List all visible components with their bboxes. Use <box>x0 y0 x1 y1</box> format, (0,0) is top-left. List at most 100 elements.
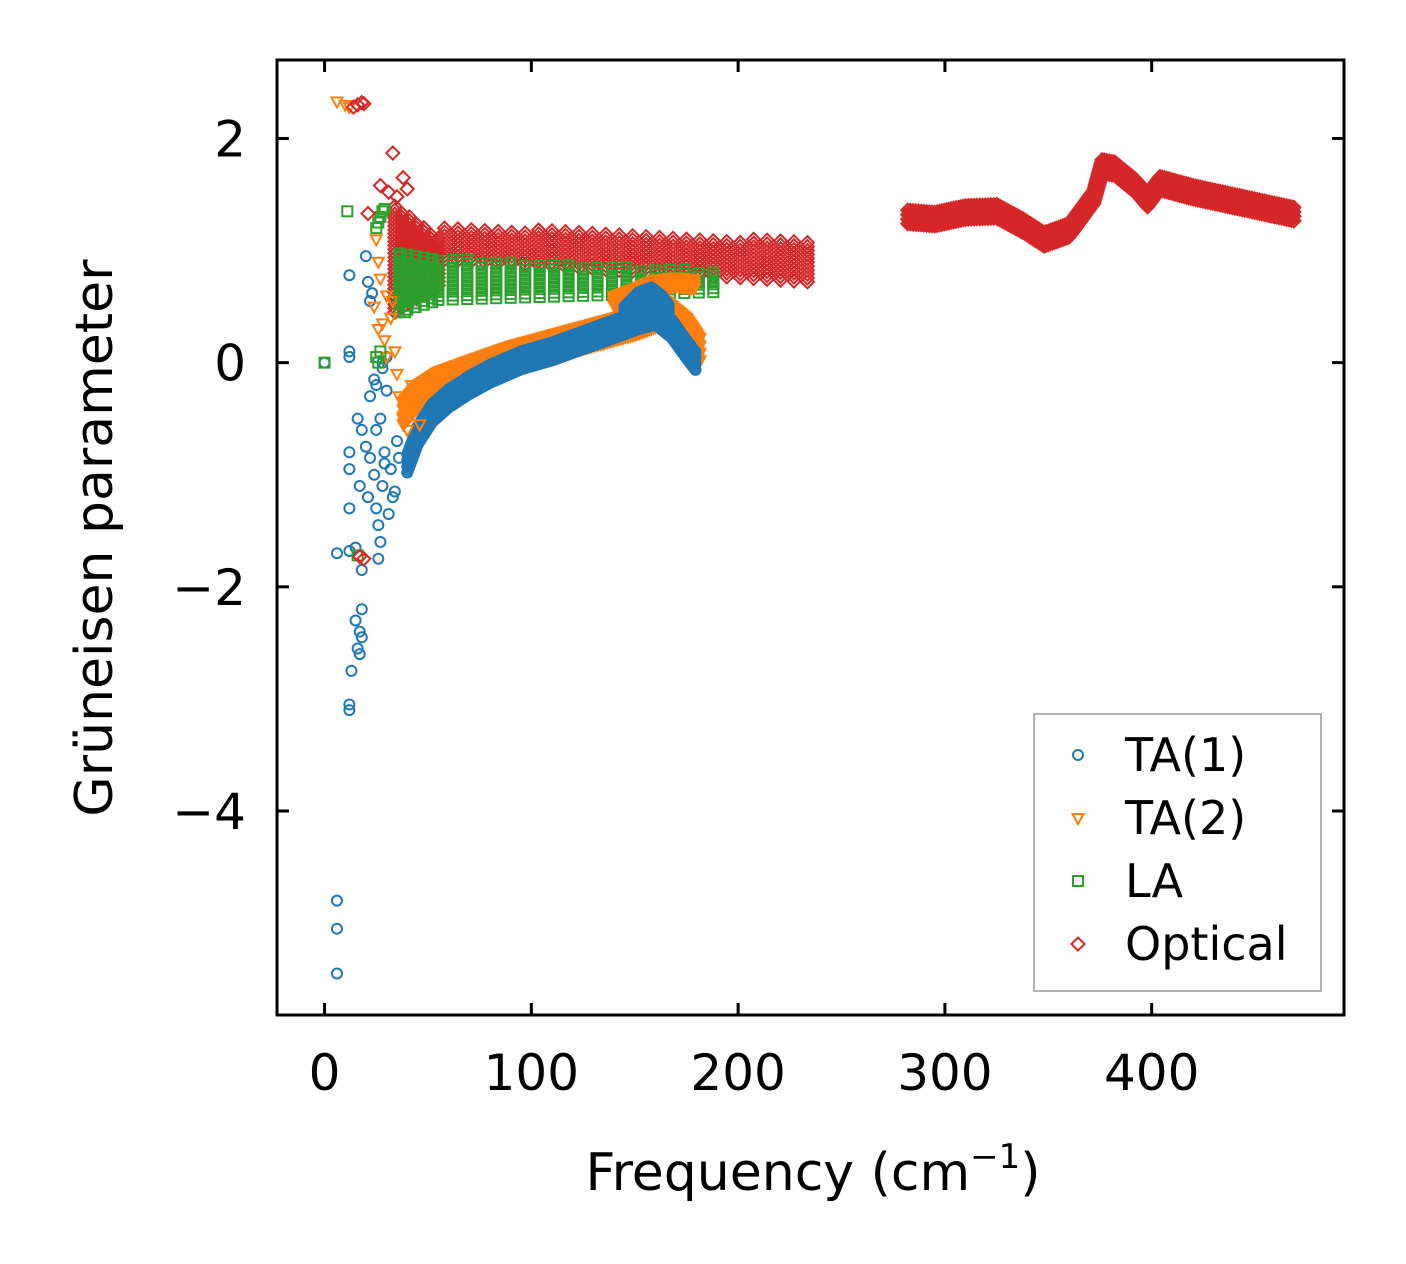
band-point <box>692 333 707 347</box>
data-point <box>360 205 376 222</box>
band-point <box>432 254 445 267</box>
band-point <box>584 225 601 242</box>
legend-marker <box>1072 875 1084 887</box>
data-point <box>353 479 366 492</box>
data-point <box>318 356 331 369</box>
y-tick-label: −4 <box>172 783 246 841</box>
data-point <box>372 519 385 532</box>
data-point <box>378 446 391 459</box>
data-point <box>361 275 374 288</box>
data-point <box>374 345 387 358</box>
data-point <box>355 550 372 567</box>
data-marks <box>318 94 1302 980</box>
data-point <box>371 324 386 338</box>
data-point <box>390 435 403 448</box>
data-point <box>384 145 401 161</box>
data-point <box>382 507 395 520</box>
data-point <box>374 535 387 548</box>
data-point <box>372 552 385 565</box>
band-point <box>605 261 618 274</box>
y-tick-label: −2 <box>172 559 246 617</box>
data-point <box>376 205 389 218</box>
band-point <box>662 306 675 319</box>
data-point <box>378 203 391 216</box>
y-tick-label: 2 <box>214 110 246 168</box>
band-point <box>426 253 439 266</box>
band-point <box>530 222 547 238</box>
band-point <box>591 261 604 274</box>
data-point <box>368 373 381 386</box>
data-point <box>359 250 372 263</box>
data-point <box>349 96 366 113</box>
data-point <box>395 250 408 263</box>
data-point <box>388 485 401 498</box>
data-point <box>373 273 388 287</box>
legend-marker <box>1070 936 1086 952</box>
data-point <box>400 424 415 438</box>
data-point <box>359 440 372 453</box>
band-point <box>624 227 641 244</box>
band-point <box>689 357 702 370</box>
band-point <box>463 221 480 238</box>
data-point <box>364 390 377 403</box>
data-point <box>343 351 356 364</box>
data-point <box>364 451 377 464</box>
band-point <box>450 221 466 237</box>
band-point <box>707 266 720 279</box>
data-point <box>330 894 343 907</box>
series-optical <box>345 94 416 567</box>
plot-frame <box>275 58 1346 1017</box>
series-ta2 <box>329 96 427 438</box>
x-tick-label: 200 <box>690 1044 785 1102</box>
band-point <box>678 231 695 248</box>
band-point <box>386 198 403 215</box>
legend-label: LA <box>1125 854 1184 908</box>
data-point <box>318 356 331 369</box>
x-tick-label: 300 <box>897 1044 992 1102</box>
data-point <box>384 463 397 476</box>
band-point <box>517 225 534 242</box>
data-point <box>399 306 412 319</box>
band-point <box>662 310 675 323</box>
band-point <box>686 277 702 291</box>
band-point <box>634 264 647 277</box>
band-point <box>570 224 587 241</box>
y-tick-label: 0 <box>214 335 246 393</box>
band-point <box>689 345 702 358</box>
legend-label: TA(1) <box>1124 728 1246 782</box>
data-point <box>375 318 390 332</box>
band-point <box>519 260 532 273</box>
band-point <box>686 280 702 294</box>
data-point <box>378 457 391 470</box>
data-point <box>370 379 383 392</box>
data-point <box>361 491 374 504</box>
band-point <box>490 223 507 240</box>
band-point <box>662 298 675 311</box>
axis-ticks: 0 100 200 300 400 2 0 −2 −4 <box>172 60 1344 1102</box>
band-point <box>662 302 675 315</box>
band-point <box>732 234 749 251</box>
band-point <box>597 226 614 243</box>
data-point <box>343 345 356 358</box>
data-point <box>380 184 397 201</box>
data-point <box>380 384 393 397</box>
data-point <box>412 419 427 433</box>
data-point <box>376 479 389 492</box>
band-point <box>430 230 447 247</box>
x-axis-label: Frequency (cm−1) <box>585 1137 1040 1203</box>
data-point <box>391 391 407 405</box>
data-point <box>351 412 364 425</box>
band-point <box>611 227 628 243</box>
data-point <box>393 451 406 464</box>
data-point <box>372 177 389 194</box>
y-axis-label: Grüneisen parameter <box>65 259 125 817</box>
band-point <box>503 224 520 241</box>
data-point <box>368 468 381 481</box>
data-point <box>370 502 383 515</box>
band-point <box>638 228 655 245</box>
data-point <box>377 335 392 349</box>
data-point <box>355 423 368 436</box>
band-point <box>408 216 425 233</box>
band-point <box>401 209 418 225</box>
